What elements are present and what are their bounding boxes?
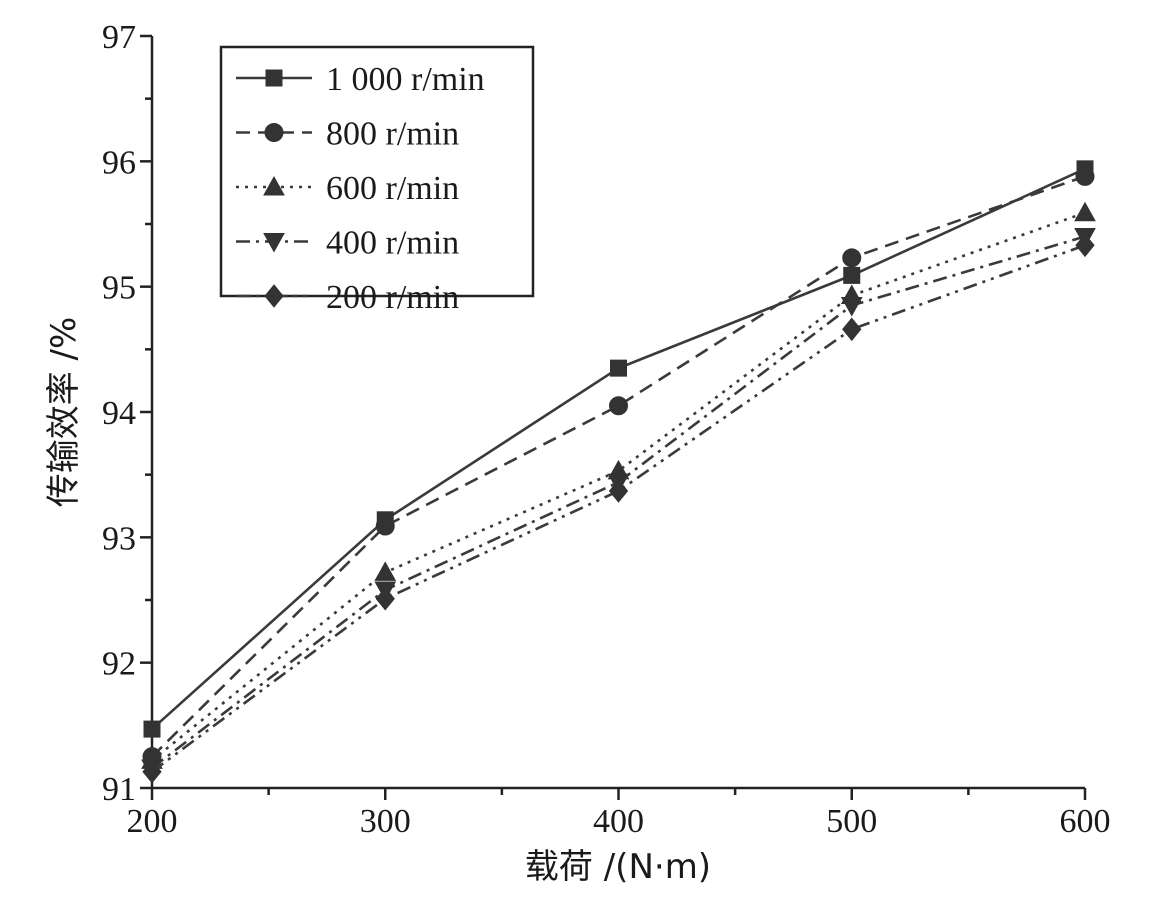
data-point [608,479,629,503]
data-point [143,720,161,738]
x-axis-ticks: 200 300 400 500 600 [127,788,1111,840]
y-tick-label: 93 [102,520,136,557]
y-axis-ticks: 91 92 93 94 95 96 97 [102,19,152,808]
y-axis-title: 传输效率 /% [44,317,84,508]
legend-item: 1 000 r/min [236,61,485,98]
y-tick-label: 97 [102,19,136,56]
legend-marker [264,123,284,142]
legend-label: 200 r/min [326,279,459,316]
y-tick-label: 92 [102,646,136,683]
series-line [151,244,1086,773]
data-point [375,516,395,536]
data-point [842,248,862,268]
plot-area: 91 92 93 94 95 96 97 200 300 400 500 600 [102,19,1111,840]
data-point [374,561,397,581]
data-point [1074,201,1096,222]
data-point [610,359,627,377]
series-line [151,175,1086,758]
x-axis-title: 载荷 /(N·m) [525,847,711,887]
legend-label: 800 r/min [326,116,459,153]
y-tick-label: 91 [102,771,136,808]
x-tick-label: 200 [127,803,178,840]
series-group [141,160,1096,784]
legend-item: 200 r/min [236,279,459,316]
y-tick-label: 95 [102,270,136,307]
x-tick-label: 300 [360,803,411,840]
legend-box [219,45,535,298]
x-tick-label: 400 [593,803,644,840]
legend: 1 000 r/min 800 r/min 600 r/min 400 r/min 20… [219,45,535,316]
legend-label: 400 r/min [326,225,459,262]
series-5 [142,233,1095,784]
data-point [842,317,862,342]
series-4 [141,228,1096,779]
series-line [151,211,1086,762]
data-point [375,586,395,611]
x-tick-label: 500 [826,803,877,840]
legend-item: 400 r/min [236,225,459,262]
y-tick-label: 96 [102,144,136,181]
data-point [142,759,162,784]
series-line [151,235,1086,769]
legend-item: 600 r/min [236,170,459,207]
x-tick-label: 600 [1060,803,1111,840]
legend-label: 1 000 r/min [326,61,485,98]
data-point [840,296,863,317]
data-point [1075,166,1095,186]
legend-marker [263,175,285,196]
legend-label: 600 r/min [326,170,459,207]
data-point [843,266,861,284]
data-point [609,396,628,416]
legend-marker [265,69,283,87]
legend-marker [263,233,285,253]
data-point [1075,233,1095,258]
legend-item: 800 r/min [236,116,459,153]
series-3 [141,201,1096,769]
legend-marker [264,284,284,308]
y-tick-label: 94 [102,395,136,432]
